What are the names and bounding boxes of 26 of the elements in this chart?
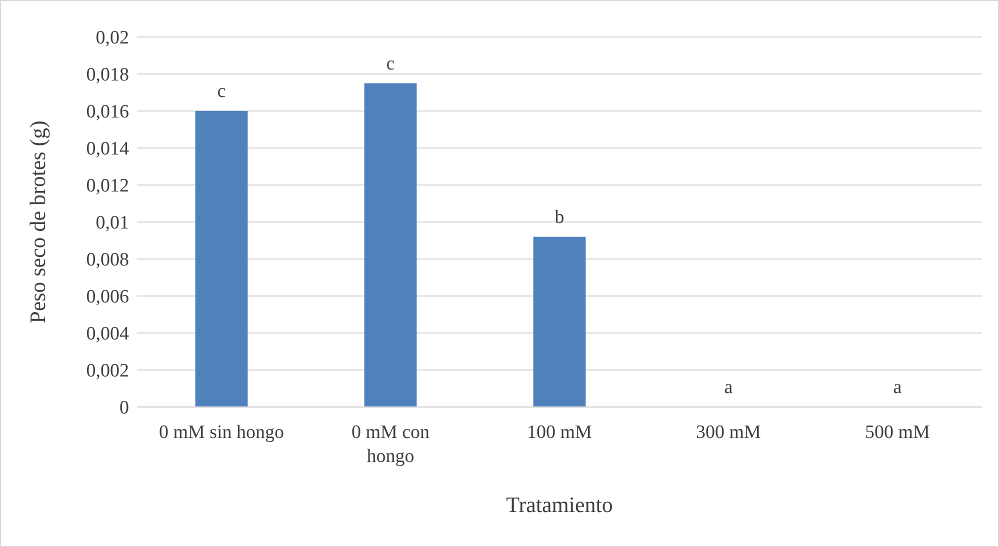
annotation: a [893,377,902,398]
x-tick-label: 100 mM [527,422,592,443]
y-tick-label: 0,002 [86,360,129,382]
x-axis-title: Tratamiento [506,492,613,517]
bar [364,83,417,407]
y-tick-label: 0,018 [86,64,129,86]
y-tick-label: 0,004 [86,324,130,345]
bar [533,236,586,407]
annotation: c [386,53,395,74]
y-tick-label: 0,016 [86,102,129,123]
annotation: b [554,206,564,228]
x-tick-label: 0 mM con hongo [351,422,430,467]
y-tick-label: 0 [120,398,129,419]
y-tick-label: 0,01 [96,212,129,234]
y-tick-label: 0,012 [86,176,129,197]
annotation: c [217,81,226,102]
y-tick-label: 0,014 [86,138,130,160]
annotation: a [724,377,734,398]
y-tick-label: 0,006 [86,286,129,308]
x-tick-label: 300 mM [696,422,762,443]
x-tick-label: 500 mM [865,422,930,443]
bar [195,111,248,407]
y-axis-title: Peso seco de brotes (g) [25,120,50,324]
y-tick-label: 0,008 [86,250,129,271]
y-tick-label: 0,02 [96,28,129,49]
x-tick-label: 0 mM sin hongo [158,422,284,443]
